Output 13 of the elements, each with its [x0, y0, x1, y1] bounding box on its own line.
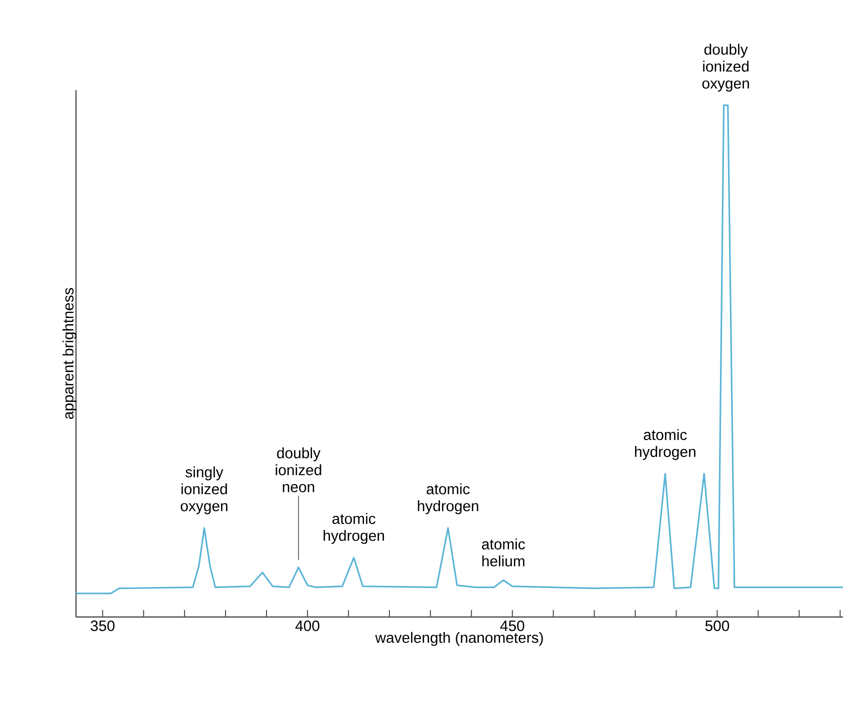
x-tick-label: 500: [705, 620, 730, 632]
x-axis-title: wavelength (nanometers): [375, 632, 543, 646]
annotation: atomic hydrogen: [324, 513, 384, 544]
annotation: atomic hydrogen: [635, 429, 696, 460]
x-tick-label: 400: [295, 620, 320, 632]
annotation: doubly ionized oxygen: [702, 44, 749, 92]
annotation: atomic hydrogen: [418, 483, 478, 514]
x-tick-label: 350: [90, 620, 114, 632]
x-tick-label: 450: [500, 620, 524, 632]
annotation: singly ionized oxygen: [180, 466, 228, 514]
annotation: atomic helium: [482, 538, 525, 566]
y-axis-title: apparent brightness: [62, 288, 76, 419]
annotation: doubly ionized neon: [276, 447, 322, 492]
